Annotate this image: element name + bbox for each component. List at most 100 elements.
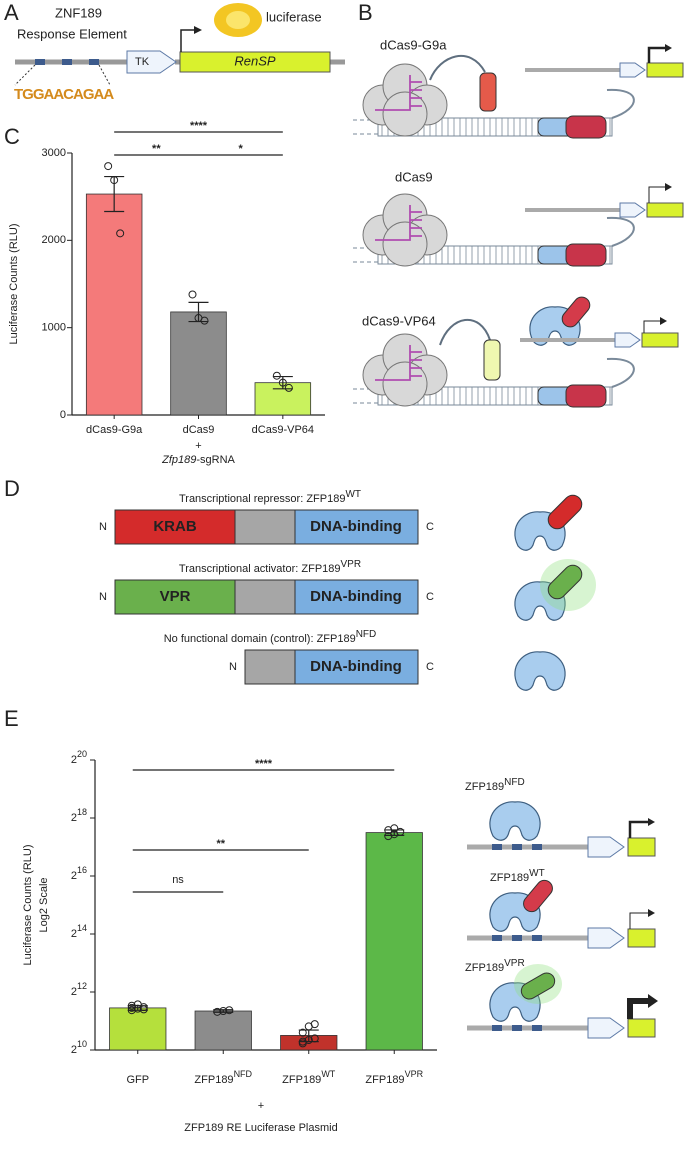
y-tick-label-sup: 20 bbox=[77, 749, 87, 759]
y-axis-title: Log2 Scale bbox=[38, 877, 50, 932]
data-point bbox=[188, 290, 197, 299]
x-axis-title-part: Zfp189 bbox=[161, 454, 196, 466]
y-tick-label: 218 bbox=[71, 807, 87, 824]
promoter bbox=[126, 50, 177, 74]
mini-arrowhead bbox=[660, 317, 667, 325]
data-point bbox=[384, 832, 393, 841]
zoom-lines bbox=[14, 64, 111, 86]
data-point bbox=[384, 826, 393, 835]
y-tick-label: 220 bbox=[71, 749, 87, 766]
mini-reporter bbox=[627, 928, 656, 948]
dna-binding-domain bbox=[294, 649, 419, 685]
x-tick-label-sup: NFD bbox=[234, 1069, 253, 1079]
y-tick-label: 2000 bbox=[42, 234, 66, 246]
x-tick-label: dCas9-VP64 bbox=[252, 424, 314, 436]
data-point bbox=[133, 1000, 142, 1009]
protein-label: luciferase bbox=[266, 9, 322, 24]
dna-binding-label: DNA-binding bbox=[310, 588, 402, 605]
domain-title-base: No functional domain (control): ZFP189 bbox=[164, 633, 356, 645]
y-tick-label-sup: 16 bbox=[77, 865, 87, 875]
data-point bbox=[110, 176, 119, 185]
construct-label: dCas9 bbox=[395, 169, 433, 184]
zfp-label: ZFP189NFD bbox=[465, 777, 525, 793]
data-point bbox=[139, 1005, 148, 1014]
bar bbox=[194, 1010, 252, 1051]
data-point bbox=[390, 824, 399, 833]
x-tick-label: ZFP189WT bbox=[282, 1069, 336, 1086]
y-axis-title: Luciferase Counts (RLU) bbox=[8, 223, 20, 344]
panel-letter: D bbox=[4, 476, 20, 501]
y-tick-label: 212 bbox=[71, 981, 87, 998]
n-term: N bbox=[99, 591, 107, 603]
mini-promoter bbox=[619, 62, 646, 78]
domain-title-base: Transcriptional repressor: ZFP189 bbox=[179, 493, 346, 505]
domain-title-sup: WT bbox=[345, 489, 361, 500]
sgrna bbox=[375, 205, 422, 241]
bar bbox=[109, 1007, 167, 1051]
y-tick-label: 1000 bbox=[42, 322, 66, 334]
mini-arrow bbox=[647, 46, 667, 63]
vpr-icon bbox=[520, 972, 556, 1000]
domain-title-sup: VPR bbox=[341, 559, 362, 570]
effector-label: VPR bbox=[160, 588, 191, 605]
data-point bbox=[104, 162, 113, 171]
mini-promoter bbox=[587, 1017, 625, 1039]
significance-label: ** bbox=[152, 143, 161, 155]
data-point bbox=[272, 371, 281, 380]
domain-title-base: Transcriptional activator: ZFP189 bbox=[179, 563, 341, 575]
significance-label: **** bbox=[190, 120, 208, 132]
mini-reporter bbox=[646, 62, 684, 78]
site bbox=[62, 59, 72, 65]
x-tick-label-base: ZFP189 bbox=[194, 1074, 233, 1086]
motif-logo: TGGAACAGAA bbox=[14, 86, 114, 103]
construct-label: dCas9-VP64 bbox=[362, 313, 436, 328]
site bbox=[512, 1025, 522, 1031]
data-point bbox=[284, 383, 293, 392]
data-point bbox=[310, 1020, 319, 1029]
y-tick-label-base: 2 bbox=[71, 754, 77, 766]
x-tick-label: dCas9-G9a bbox=[86, 424, 143, 436]
binding-site-red bbox=[565, 384, 607, 408]
c-term: C bbox=[426, 591, 434, 603]
x-axis-title-part: ZFP189 RE Luciferase Plasmid bbox=[184, 1122, 337, 1134]
data-point bbox=[116, 229, 125, 238]
panel-a: ZNF189 Response Element TK RenSP lucifer… bbox=[14, 3, 345, 103]
y-tick-label: 0 bbox=[60, 409, 66, 421]
bar bbox=[170, 311, 227, 416]
effector-icon bbox=[547, 494, 583, 530]
zfp-label-base: ZFP189 bbox=[465, 781, 504, 793]
zfp-label-base: ZFP189 bbox=[465, 962, 504, 974]
effector-label: KRAB bbox=[153, 518, 196, 535]
site bbox=[532, 844, 542, 850]
mini-arrowhead bbox=[665, 44, 672, 52]
data-point bbox=[298, 1037, 307, 1046]
mini-reporter bbox=[646, 202, 684, 218]
binding-site-red bbox=[565, 243, 607, 267]
y-tick-label-base: 2 bbox=[71, 812, 77, 824]
y-tick-label: 216 bbox=[71, 865, 87, 882]
tether bbox=[439, 319, 491, 346]
luciferase-blob bbox=[226, 11, 250, 29]
linker bbox=[234, 509, 296, 545]
data-point bbox=[278, 378, 287, 387]
x-note: + bbox=[258, 1100, 264, 1112]
data-point bbox=[225, 1006, 234, 1015]
panel-letter: C bbox=[4, 124, 20, 149]
y-tick-label-sup: 18 bbox=[77, 807, 87, 817]
dna-binding-domain bbox=[294, 579, 419, 615]
site bbox=[512, 935, 522, 941]
linker bbox=[244, 649, 296, 685]
mini-reporter bbox=[627, 837, 656, 857]
mini-arrow bbox=[648, 186, 667, 203]
sgrna bbox=[375, 75, 422, 111]
effector-domain bbox=[114, 579, 236, 615]
panel-b: dCas9-G9a dCas9 dCas9-VP64 bbox=[353, 37, 684, 408]
data-point bbox=[127, 1001, 136, 1010]
mini-arrowhead bbox=[665, 183, 672, 191]
mini-promoter bbox=[587, 836, 625, 858]
y-tick-label-base: 2 bbox=[71, 928, 77, 940]
zfp-label: ZFP189WT bbox=[490, 868, 545, 884]
protein-icon bbox=[514, 651, 566, 691]
